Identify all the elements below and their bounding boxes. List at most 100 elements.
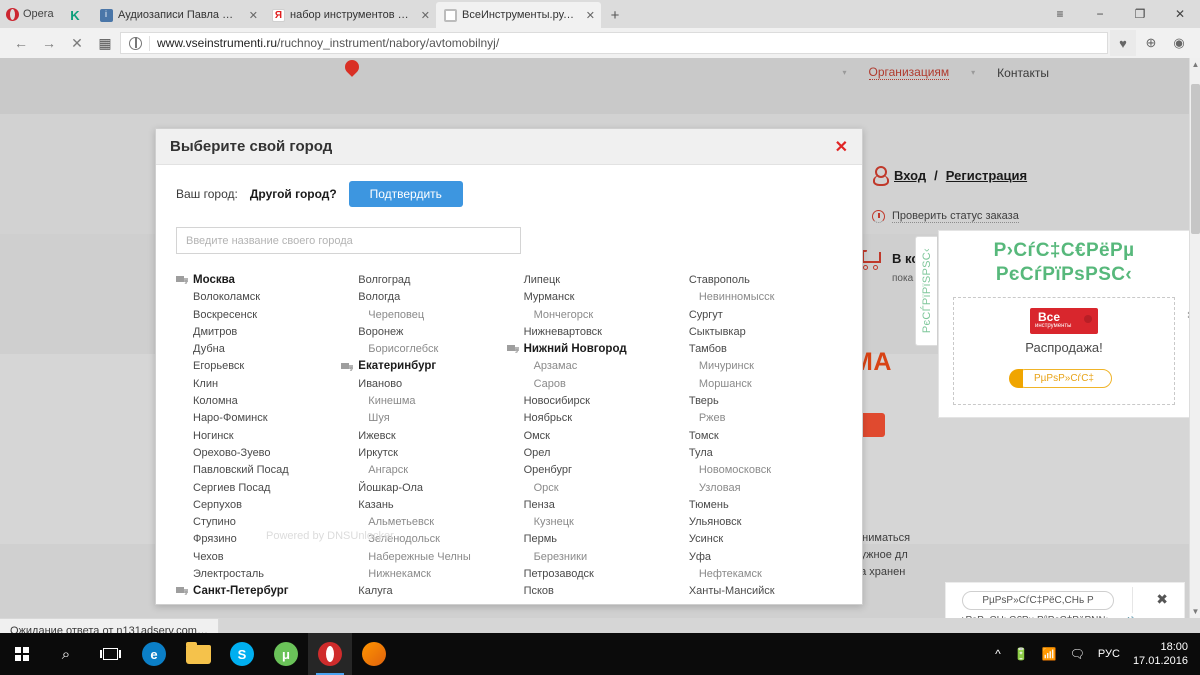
tab-audiozapisi[interactable]: Аудиозаписи Павла Вдо… ✕ <box>92 2 264 28</box>
city-item[interactable]: Пенза <box>507 497 672 514</box>
city-item[interactable]: Сергиев Посад <box>176 480 341 497</box>
scroll-down-icon[interactable]: ▼ <box>1191 607 1200 616</box>
opera-menu-button[interactable]: Opera <box>0 0 58 28</box>
confirm-button[interactable]: Подтвердить <box>348 181 463 207</box>
tab-vseinstrumenti[interactable]: ВсеИнструменты.ру. Наб… ✕ <box>436 2 601 28</box>
city-search-input[interactable] <box>176 227 521 254</box>
city-item[interactable]: Ржев <box>672 410 842 427</box>
city-item[interactable]: Ноябрьск <box>507 410 672 427</box>
minimize-icon[interactable]: − <box>1096 7 1104 21</box>
url-input[interactable]: www.vseinstrumenti.ru/ruchnoy_instrument… <box>120 32 1108 54</box>
city-item[interactable]: Ангарск <box>341 462 506 479</box>
tab-close-icon[interactable]: ✕ <box>420 9 430 22</box>
city-item[interactable]: Ижевск <box>341 428 506 445</box>
chevron-down-icon[interactable]: ▾ <box>971 68 976 77</box>
city-item[interactable]: Пермь <box>507 531 672 548</box>
city-item[interactable]: Кузнецк <box>507 514 672 531</box>
city-item[interactable]: Волоколамск <box>176 289 341 306</box>
close-icon[interactable]: ✕ <box>834 138 848 156</box>
signin-link[interactable]: Вход <box>894 167 927 183</box>
search-button[interactable]: ⌕ <box>44 633 88 675</box>
download-icon[interactable]: ⊕ <box>1145 35 1157 50</box>
battery-icon[interactable]: 🔋 <box>1013 647 1029 661</box>
city-item[interactable]: Березники <box>507 549 672 566</box>
city-item[interactable]: 9 Екатеринбург <box>341 358 506 375</box>
taskbar-opera[interactable] <box>308 633 352 675</box>
speed-dial-icon[interactable]: ▦ <box>98 34 112 51</box>
stop-icon[interactable]: ✕ <box>71 34 83 51</box>
city-item[interactable]: Нижнекамск <box>341 566 506 583</box>
city-item[interactable]: Иркутск <box>341 445 506 462</box>
city-item[interactable]: Павловский Посад <box>176 462 341 479</box>
scroll-up-icon[interactable]: ▲ <box>1191 60 1200 69</box>
city-item[interactable]: Мичуринск <box>672 358 842 375</box>
city-item[interactable]: Наро-Фоминск <box>176 410 341 427</box>
city-item[interactable]: Дубна <box>176 341 341 358</box>
wifi-icon[interactable]: 📶 <box>1041 647 1057 661</box>
heart-icon[interactable]: ♥ <box>1110 30 1136 56</box>
action-center-icon[interactable]: 🗨 <box>1069 647 1085 661</box>
page-scrollbar[interactable]: ▲ ▼ <box>1189 58 1200 618</box>
city-item[interactable]: Узловая <box>672 480 842 497</box>
city-item[interactable]: Нижневартовск <box>507 324 672 341</box>
profile-icon[interactable]: ◉ <box>1173 35 1185 50</box>
city-item[interactable]: Липецк <box>507 272 672 289</box>
city-item[interactable]: Ставрополь <box>672 272 842 289</box>
cart-block[interactable]: В ко пока н <box>856 250 921 286</box>
tray-chevron-icon[interactable]: ^ <box>995 647 1001 661</box>
city-item[interactable]: 9 Санкт-Петербург <box>176 583 341 600</box>
city-item[interactable]: Череповец <box>341 307 506 324</box>
city-item[interactable]: Сургут <box>672 307 842 324</box>
city-item[interactable]: Воронеж <box>341 324 506 341</box>
city-item[interactable]: Кинешма <box>341 393 506 410</box>
city-item[interactable]: Набережные Челны <box>341 549 506 566</box>
order-status-block[interactable]: Проверить статус заказа <box>872 210 1019 223</box>
coupon-side-tab[interactable]: РєСЃРїРїSPSС‹ <box>915 236 937 346</box>
city-item[interactable]: Фрязино <box>176 531 341 548</box>
city-item[interactable]: 9 Москва <box>176 272 341 289</box>
city-item[interactable]: Ульяновск <box>672 514 842 531</box>
city-item[interactable]: Вологда <box>341 289 506 306</box>
tab-close-icon[interactable]: ✕ <box>585 9 595 22</box>
city-item[interactable]: Шуя <box>341 410 506 427</box>
close-icon[interactable]: ✖ <box>1156 591 1168 607</box>
city-item[interactable]: Арзамас <box>507 358 672 375</box>
taskbar-firefox[interactable] <box>352 633 396 675</box>
city-item[interactable]: Орел <box>507 445 672 462</box>
city-item[interactable]: Усинск <box>672 531 842 548</box>
clock[interactable]: 18:00 17.01.2016 <box>1133 640 1188 668</box>
scrollbar-thumb[interactable] <box>1191 84 1200 234</box>
city-item[interactable]: 9 Нижний Новгород <box>506 341 672 358</box>
taskbar-utorrent[interactable]: μ <box>264 633 308 675</box>
start-button[interactable] <box>0 633 44 675</box>
city-item[interactable]: Томск <box>672 428 842 445</box>
city-item[interactable]: Волгоград <box>341 272 506 289</box>
city-item[interactable]: Егорьевск <box>176 358 341 375</box>
city-item[interactable]: Невинномысск <box>672 289 842 306</box>
city-item[interactable]: Коломна <box>176 393 341 410</box>
city-item[interactable]: Петрозаводск <box>507 566 672 583</box>
dns-pill-button[interactable]: PµPsP»CѓC‡PёC,CHь Р <box>962 591 1114 610</box>
city-item[interactable]: Тверь <box>672 393 842 410</box>
city-item[interactable]: Казань <box>341 497 506 514</box>
city-item[interactable]: Новомосковск <box>672 462 842 479</box>
back-icon[interactable]: ← <box>14 35 28 51</box>
city-item[interactable]: Воскресенск <box>176 307 341 324</box>
city-item[interactable]: Йошкар-Ола <box>341 480 506 497</box>
city-item[interactable]: Дмитров <box>176 324 341 341</box>
city-item[interactable]: Калуга <box>341 583 506 600</box>
city-item[interactable]: Орехово-Зуево <box>176 445 341 462</box>
city-item[interactable]: Оренбург <box>507 462 672 479</box>
city-item[interactable]: Уфа <box>672 549 842 566</box>
city-item[interactable]: Альметьевск <box>341 514 506 531</box>
wrench-icon[interactable]: 🔧 <box>1119 613 1143 618</box>
taskbar-edge[interactable]: e <box>132 633 176 675</box>
city-item[interactable]: Тамбов <box>672 341 842 358</box>
browser-menu-icon[interactable]: ≡ <box>1056 7 1064 21</box>
tab-pinned-0[interactable]: K <box>58 2 92 28</box>
city-item[interactable]: Сыктывкар <box>672 324 842 341</box>
city-item[interactable]: Мончегорск <box>507 307 672 324</box>
forward-icon[interactable]: → <box>42 35 56 51</box>
city-item[interactable]: Ногинск <box>176 428 341 445</box>
city-item[interactable]: Тула <box>672 445 842 462</box>
